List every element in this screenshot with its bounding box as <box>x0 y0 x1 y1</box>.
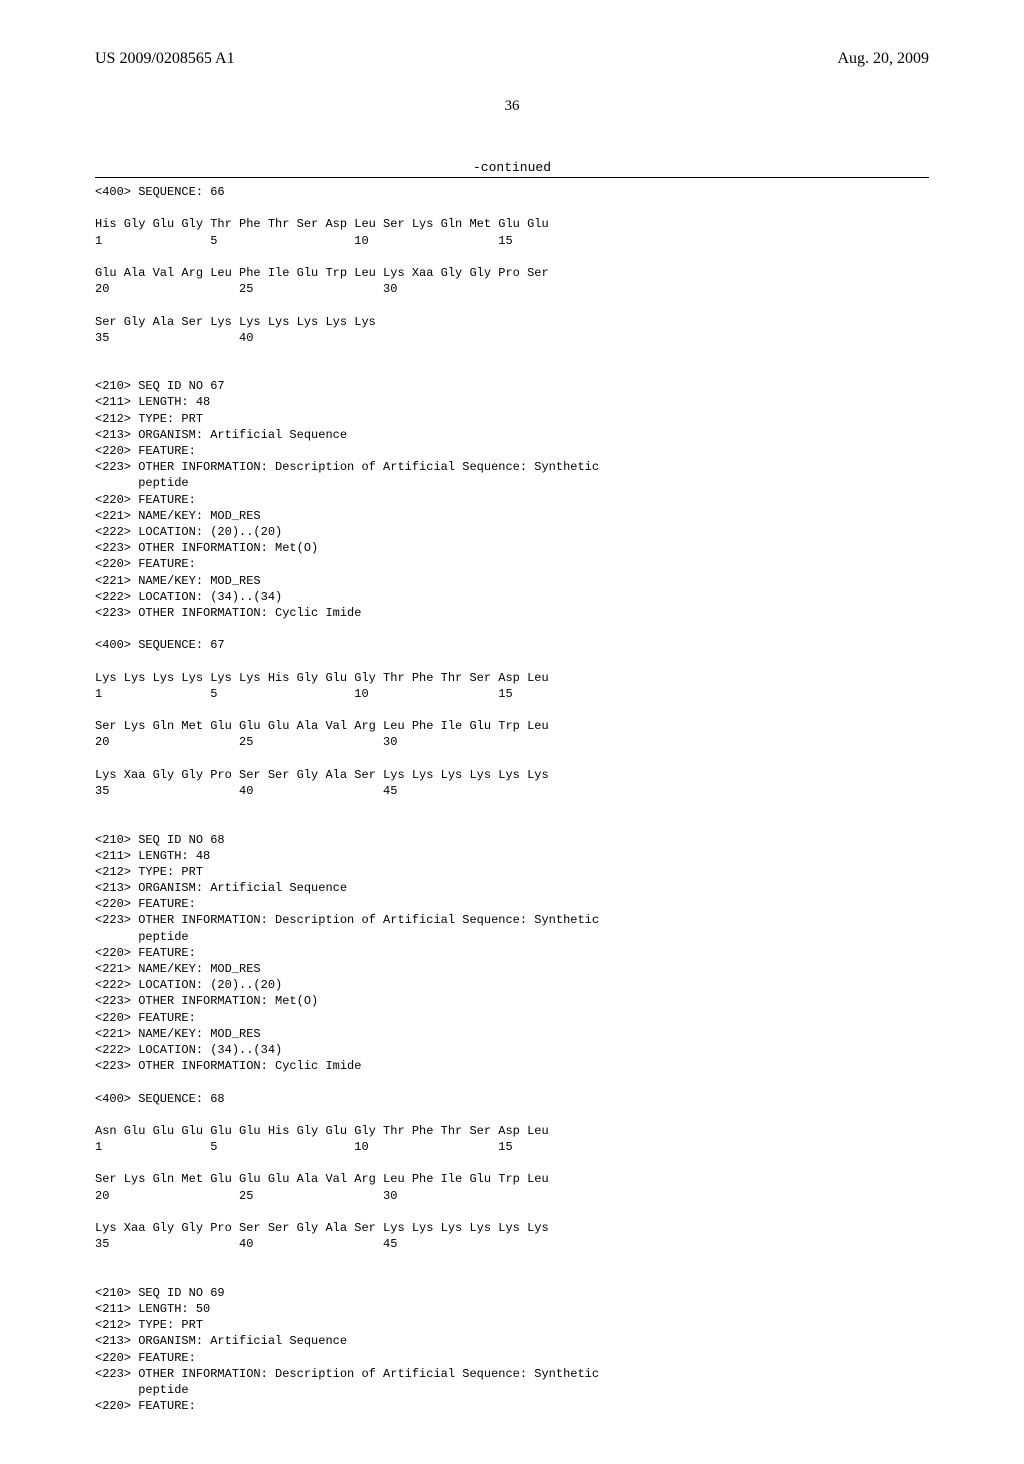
publication-number: US 2009/0208565 A1 <box>95 50 235 68</box>
page-number: 36 <box>95 98 929 115</box>
patent-page: US 2009/0208565 A1 Aug. 20, 2009 36 -con… <box>0 0 1024 1464</box>
continued-label: -continued <box>95 160 929 175</box>
publication-date: Aug. 20, 2009 <box>837 50 929 68</box>
page-header: US 2009/0208565 A1 Aug. 20, 2009 <box>95 50 929 68</box>
section-divider <box>95 177 929 178</box>
sequence-listing: <400> SEQUENCE: 66 His Gly Glu Gly Thr P… <box>95 184 929 1414</box>
